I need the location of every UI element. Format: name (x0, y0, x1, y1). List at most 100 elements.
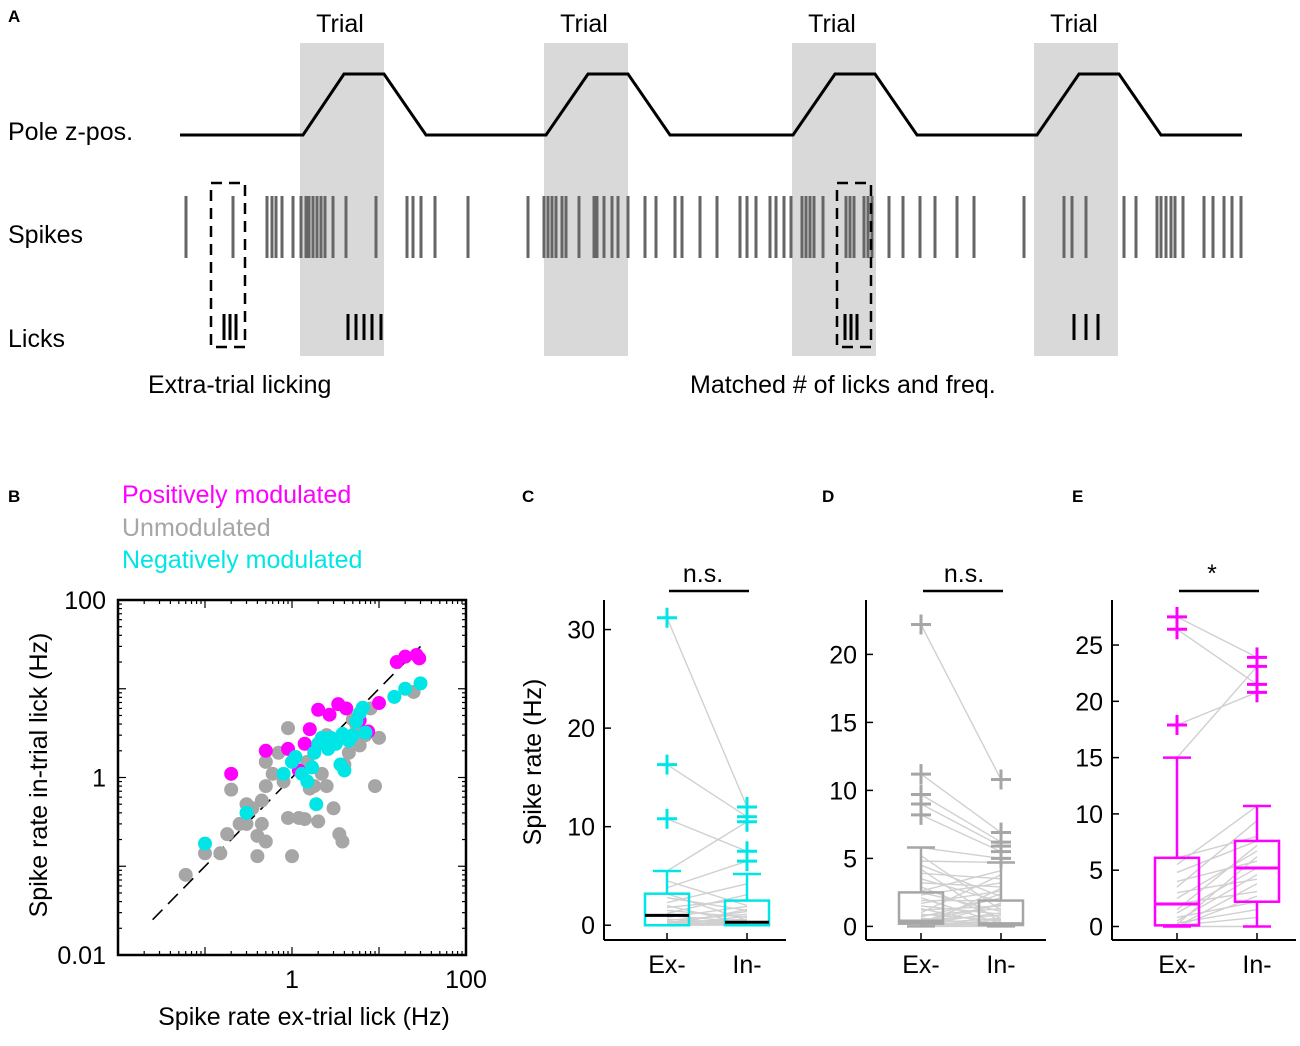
pair-line (666, 893, 748, 915)
scatter-point-positively-modulated (372, 696, 386, 711)
y-tick-label: 20 (1075, 688, 1103, 716)
y-tick-label: 1 (92, 765, 106, 793)
scatter-point-positively-modulated (339, 701, 354, 716)
scatter-point-negatively-modulated (398, 681, 413, 696)
pair-line (666, 908, 748, 926)
trial-label-2: Trial (560, 10, 608, 38)
panel-a-letter: A (8, 7, 20, 26)
scatter-point-unmodulated (198, 846, 212, 861)
scatter-point-unmodulated (224, 782, 239, 797)
spike-raster (184, 196, 1243, 258)
y-tick-label: 25 (1075, 632, 1103, 660)
extra-trial-caption: Extra-trial licking (148, 371, 331, 399)
scatter-point-negatively-modulated (355, 700, 370, 715)
scatter-point-negatively-modulated (307, 745, 322, 760)
pair-line (920, 814, 1002, 853)
scatter-point-unmodulated (258, 834, 273, 849)
pair-line (920, 890, 1002, 904)
pair-line (1176, 844, 1258, 911)
scatter-point-positively-modulated (311, 702, 326, 717)
pair-line (666, 617, 748, 808)
scatter-point-negatively-modulated (413, 676, 428, 691)
scatter-point-unmodulated (311, 814, 326, 829)
trial-label-4: Trial (1050, 10, 1098, 38)
pair-line (1176, 883, 1258, 928)
y-tick-label: 0.01 (57, 942, 106, 970)
scatter-point-unmodulated (258, 754, 273, 769)
scatter-point-negatively-modulated (276, 766, 291, 781)
box-iqr (1233, 839, 1281, 903)
pole-row-label: Pole z-pos. (8, 118, 133, 146)
trial-shade-4 (1034, 43, 1118, 356)
scatter-axes: 1 100 0.01 1 100 (57, 587, 487, 994)
x-tick-label: Ex- (1158, 951, 1196, 979)
scatter-point-positively-modulated (398, 649, 413, 664)
pair-line (920, 882, 1002, 888)
y-tick-label: 0 (1089, 913, 1103, 941)
pair-line (1176, 628, 1258, 686)
pair-line (920, 793, 1002, 843)
pair-line (1176, 805, 1258, 866)
y-tick-label: 5 (843, 845, 857, 873)
pair-line (1176, 691, 1258, 726)
scatter-point-unmodulated (341, 745, 356, 760)
scatter-y-label: Spike rate in-trial lick (Hz) (25, 633, 53, 918)
scatter-point-unmodulated (250, 849, 265, 864)
trial-shades (300, 43, 1118, 356)
scatter-point-negatively-modulated (335, 726, 350, 741)
scatter-point-unmodulated (239, 816, 254, 831)
y-tick-label: 30 (567, 617, 595, 645)
y-tick-label: 0 (581, 912, 595, 940)
legend-positive: Positively modulated (122, 481, 351, 509)
panel-b-letter: B (8, 487, 20, 506)
trial-label-3: Trial (808, 10, 856, 38)
pair-line (1176, 665, 1258, 759)
pair-line (920, 905, 1002, 915)
scatter-point-unmodulated (326, 801, 341, 816)
scatter-point-negatively-modulated (345, 728, 360, 743)
pair-line (666, 763, 748, 818)
scatter-point-unmodulated (285, 849, 299, 864)
panel-a: A Trial Trial Trial Trial Pole z-pos. Spike… (8, 7, 1243, 399)
pair-line (1176, 916, 1258, 927)
x-tick-label: Ex- (902, 951, 940, 979)
panel-e-letter: E (1072, 487, 1083, 506)
pair-line (666, 909, 748, 919)
scatter-point-negatively-modulated (309, 797, 324, 812)
unity-line (152, 645, 422, 921)
pair-line (920, 869, 1002, 892)
scatter-point-unmodulated (254, 816, 269, 831)
scatter-point-unmodulated (335, 834, 350, 849)
x-tick-label: 1 (285, 966, 299, 994)
panel-d-letter: D (822, 487, 834, 506)
sig-label-e: * (1207, 560, 1217, 588)
lick-raster (222, 314, 1100, 340)
scatter-point-unmodulated (281, 810, 296, 825)
y-tick-label: 10 (829, 777, 857, 805)
box-plot-e: 0 5 10 15 20 25 Ex- In- (1075, 589, 1296, 979)
y-tick-label: 10 (567, 814, 595, 842)
pair-line (1176, 840, 1258, 874)
matched-dashed-box (835, 181, 873, 349)
y-tick-label: 15 (829, 709, 857, 737)
x-tick-label: In- (986, 951, 1015, 979)
scatter-point-unmodulated (297, 812, 312, 827)
legend-negative: Negatively modulated (122, 546, 362, 574)
pole-position-trace (180, 72, 1242, 137)
pair-line (666, 883, 748, 904)
y-tick-label: 0 (843, 913, 857, 941)
box-iqr (897, 891, 945, 925)
pair-line (1176, 850, 1258, 899)
trial-labels: Trial Trial Trial Trial (316, 10, 1098, 38)
scatter-point-unmodulated (178, 867, 193, 882)
pair-line (1176, 860, 1258, 883)
pair-line (666, 915, 748, 926)
scatter-point-unmodulated (372, 730, 386, 745)
box-y-label: Spike rate (Hz) (519, 679, 547, 846)
pair-line (920, 891, 1002, 913)
matched-caption: Matched # of licks and freq. (690, 371, 996, 399)
extra-trial-dashed-box (209, 181, 247, 349)
scatter-point-positively-modulated (258, 743, 273, 758)
trial-label-1: Trial (316, 10, 364, 38)
